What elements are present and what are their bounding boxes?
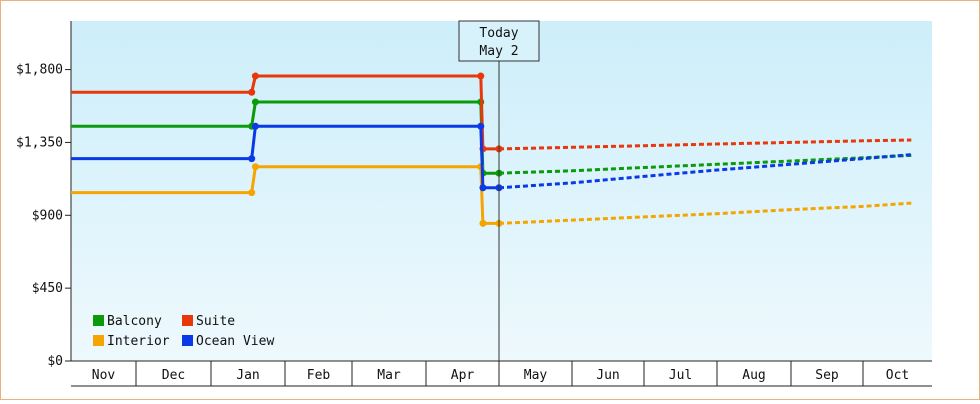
legend-swatch <box>93 315 104 326</box>
x-tick-label: Sep <box>815 368 839 383</box>
y-tick-label: $900 <box>32 208 63 223</box>
data-point <box>248 88 256 96</box>
x-tick-label: Mar <box>377 368 401 383</box>
series-line-forecast <box>498 153 912 190</box>
y-tick-label: $1,800 <box>16 63 63 78</box>
legend-label: Ocean View <box>196 334 274 349</box>
x-tick-label: Jan <box>236 368 259 383</box>
legend-label: Interior <box>107 334 170 349</box>
x-tick-label: Jun <box>596 368 619 383</box>
x-tick-label: Aug <box>742 368 765 383</box>
series-line-forecast <box>498 201 912 225</box>
x-tick-label: May <box>524 368 548 383</box>
data-point <box>251 72 259 80</box>
plot-area <box>71 21 932 361</box>
data-point <box>251 98 259 106</box>
data-point <box>479 184 487 192</box>
data-point <box>251 122 259 130</box>
data-point <box>248 189 256 197</box>
x-tick-label: Apr <box>451 368 475 383</box>
x-tick-label: Jul <box>669 368 692 383</box>
data-point <box>248 155 256 163</box>
y-tick-label: $1,350 <box>16 135 63 150</box>
series-line-forecast <box>498 138 912 151</box>
series-layer <box>71 72 912 227</box>
y-tick-label: $450 <box>32 281 63 296</box>
legend-swatch <box>93 335 104 346</box>
data-point <box>479 219 487 227</box>
data-point <box>477 122 485 130</box>
today-label: Today <box>479 26 518 41</box>
y-axis: $0 $450 $900 $1,350 $1,800 <box>16 21 72 369</box>
series-suite <box>71 72 912 153</box>
series-line-forecast <box>498 153 912 175</box>
series-interior <box>71 163 912 227</box>
today-label-box <box>458 20 540 62</box>
legend-swatch <box>182 315 193 326</box>
data-point <box>251 163 259 171</box>
legend-label: Balcony <box>107 314 162 329</box>
today-marker: Today May 2 <box>458 20 540 361</box>
data-point <box>477 72 485 80</box>
x-tick-label: Nov <box>92 368 116 383</box>
x-tick-label: Oct <box>886 368 909 383</box>
x-tick-label: Feb <box>307 368 331 383</box>
legend: Balcony Suite Interior Ocean View <box>93 314 274 349</box>
today-date: May 2 <box>479 44 518 59</box>
x-tick-label: Dec <box>162 368 185 383</box>
y-tick-label: $0 <box>47 354 63 369</box>
x-axis: Nov Dec Jan Feb Mar Apr May Jun Jul Aug Sep Oct <box>71 360 932 387</box>
legend-label: Suite <box>196 314 235 329</box>
legend-swatch <box>182 335 193 346</box>
series-ocean-view <box>71 122 912 192</box>
